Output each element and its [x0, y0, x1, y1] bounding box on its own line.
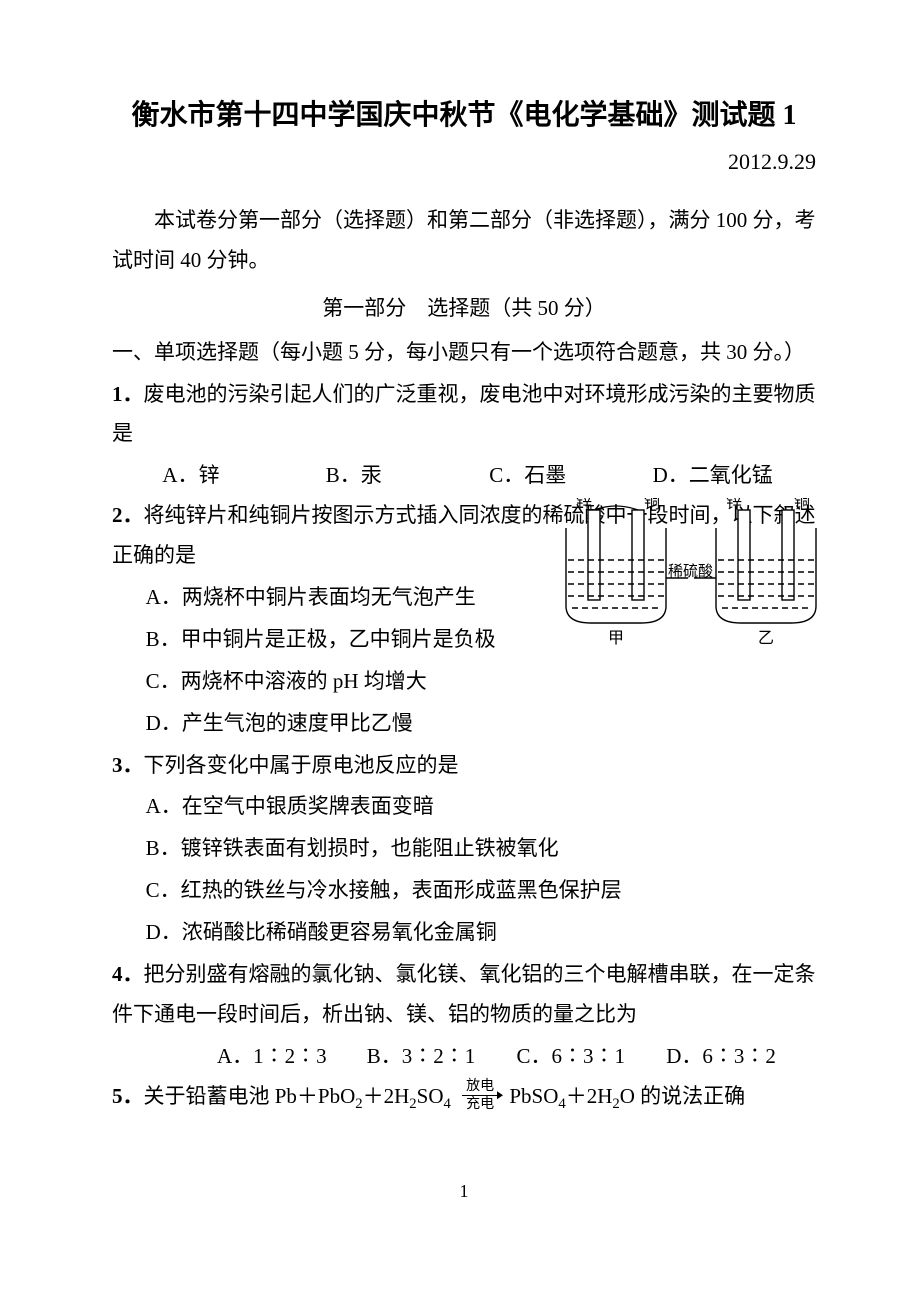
fig-label-zn-1: 锌 [576, 498, 592, 512]
q1-opt-c: C．石墨 [489, 456, 652, 496]
exam-date: 2012.9.29 [112, 141, 816, 183]
section-1-heading: 第一部分 选择题（共 50 分） [112, 289, 816, 329]
q2-figure: 锌 铜 锌 铜 稀硫酸 甲 乙 [546, 498, 836, 648]
q1-stem: 1．废电池的污染引起人们的广泛重视，废电池中对环境形成污染的主要物质是 [112, 375, 816, 455]
q3-opt-d: D．浓硝酸比稀硝酸更容易氧化金属铜 [112, 913, 816, 953]
q3-text: 下列各变化中属于原电池反应的是 [144, 753, 459, 777]
q5-text-post-b: ＋2H [566, 1084, 613, 1108]
q5-stem: 5．关于铅蓄电池 Pb＋PbO2＋2H2SO4 放电充电 PbSO4＋2H2O … [112, 1077, 816, 1119]
page-number: 1 [112, 1174, 816, 1208]
arrow-bot-label: 充电 [462, 1096, 498, 1112]
q4-opt-d: D．6∶3∶2 [666, 1037, 816, 1077]
q4-stem: 4．把分别盛有熔融的氯化钠、氯化镁、氧化铝的三个电解槽串联，在一定条件下通电一段… [112, 955, 816, 1035]
q3-number: 3． [112, 753, 144, 777]
q2-opt-c: C．两烧杯中溶液的 pH 均增大 [112, 662, 516, 702]
subsection-1-heading: 一、单项选择题（每小题 5 分，每小题只有一个选项符合题意，共 30 分。） [112, 333, 816, 373]
q5-number: 5． [112, 1084, 144, 1108]
reaction-arrow-icon: 放电充电 [462, 1079, 498, 1113]
q5-text-post-a: PbSO [509, 1084, 558, 1108]
q2-opt-b: B．甲中铜片是正极，乙中铜片是负极 [112, 620, 516, 660]
q1-number: 1． [112, 382, 144, 406]
fig-label-jia: 甲 [608, 630, 624, 647]
q1-text: 废电池的污染引起人们的广泛重视，废电池中对环境形成污染的主要物质是 [112, 382, 816, 446]
q4-opt-a: A．1∶2∶3 [217, 1037, 367, 1077]
exam-title: 衡水市第十四中学国庆中秋节《电化学基础》测试题 1 [112, 96, 816, 135]
q4-options: A．1∶2∶3 B．3∶2∶1 C．6∶3∶1 D．6∶3∶2 [112, 1037, 816, 1077]
q2-number: 2． [112, 503, 144, 527]
fig-label-yi: 乙 [758, 630, 774, 647]
q4-opt-c: C．6∶3∶1 [517, 1037, 667, 1077]
q3-opt-a: A．在空气中银质奖牌表面变暗 [112, 787, 816, 827]
q5-text-pre: 关于铅蓄电池 Pb＋PbO [144, 1084, 356, 1108]
fig-label-cu-2: 铜 [794, 498, 810, 512]
q4-opt-b: B．3∶2∶1 [367, 1037, 517, 1077]
q2-opt-a: A．两烧杯中铜片表面均无气泡产生 [112, 578, 516, 618]
fig-label-acid: 稀硫酸 [668, 563, 713, 580]
fig-label-zn-2: 锌 [726, 498, 742, 512]
q5-text-so4: SO [417, 1084, 444, 1108]
intro-text: 本试卷分第一部分（选择题）和第二部分（非选择题），满分 100 分，考试时间 4… [112, 201, 816, 281]
q3-stem: 3．下列各变化中属于原电池反应的是 [112, 746, 816, 786]
q1-options: A．锌 B．汞 C．石墨 D．二氧化锰 [112, 456, 816, 496]
q3-opt-b: B．镀锌铁表面有划损时，也能阻止铁被氧化 [112, 829, 816, 869]
q3-opt-c: C．红热的铁丝与冷水接触，表面形成蓝黑色保护层 [112, 871, 816, 911]
q5-text-post-c: O 的说法正确 [620, 1084, 745, 1108]
q1-opt-b: B．汞 [326, 456, 489, 496]
q4-text: 把分别盛有熔融的氯化钠、氯化镁、氧化铝的三个电解槽串联，在一定条件下通电一段时间… [112, 962, 816, 1026]
arrow-top-label: 放电 [462, 1079, 498, 1096]
q2-opt-d: D．产生气泡的速度甲比乙慢 [112, 704, 516, 744]
q5-text-mid: ＋2H [363, 1084, 410, 1108]
fig-label-cu-1: 铜 [644, 498, 660, 512]
q1-opt-a: A．锌 [162, 456, 325, 496]
q4-number: 4． [112, 962, 144, 986]
q1-opt-d: D．二氧化锰 [653, 456, 816, 496]
